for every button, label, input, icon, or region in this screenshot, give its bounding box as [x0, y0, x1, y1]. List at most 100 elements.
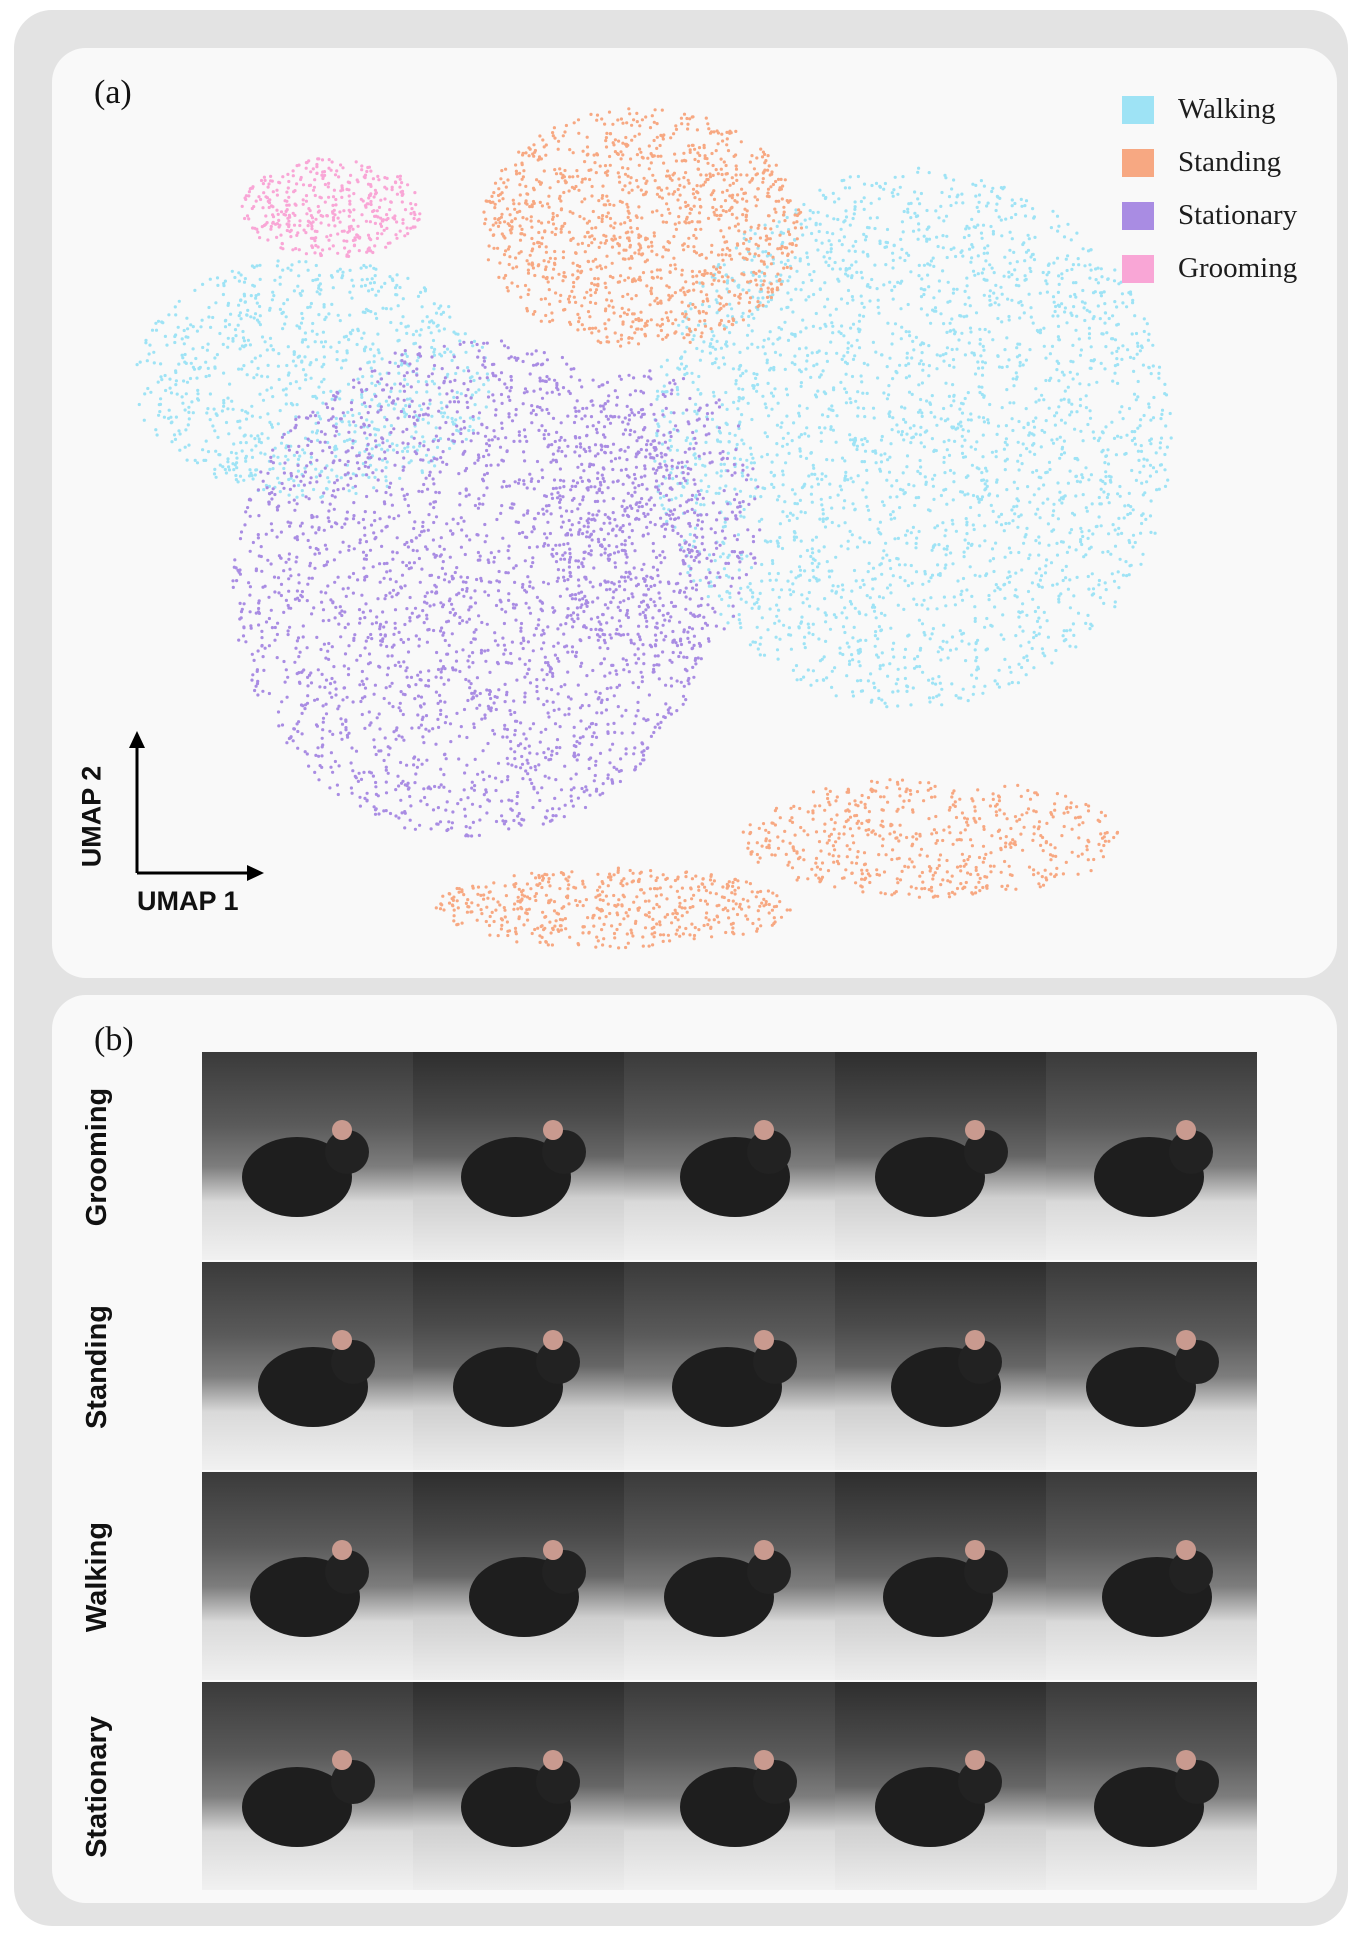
- scatter-point: [945, 255, 949, 260]
- scatter-point: [996, 354, 1000, 358]
- scatter-point: [917, 495, 921, 500]
- scatter-point: [873, 577, 877, 581]
- scatter-point: [555, 496, 560, 500]
- scatter-point: [1058, 456, 1062, 460]
- scatter-point: [693, 526, 698, 530]
- scatter-point: [942, 595, 947, 599]
- scatter-point: [238, 426, 242, 430]
- scatter-point: [292, 453, 296, 457]
- scatter-point: [883, 245, 887, 249]
- scatter-point: [919, 191, 924, 196]
- scatter-point: [325, 464, 329, 468]
- scatter-point: [759, 636, 763, 640]
- scatter-point: [320, 765, 324, 770]
- scatter-point: [750, 606, 754, 610]
- scatter-point: [223, 279, 227, 283]
- scatter-point: [834, 555, 838, 559]
- scatter-point: [1032, 425, 1037, 429]
- scatter-point: [1038, 625, 1042, 629]
- scatter-point: [772, 368, 776, 372]
- scatter-point: [534, 768, 538, 772]
- scatter-point: [1098, 596, 1102, 600]
- scatter-point: [642, 717, 646, 721]
- scatter-point: [713, 347, 718, 351]
- scatter-point: [777, 619, 781, 623]
- scatter-point: [489, 696, 493, 701]
- scatter-point: [486, 741, 490, 746]
- scatter-point: [779, 307, 784, 311]
- scatter-point: [939, 312, 943, 316]
- scatter-point: [1163, 382, 1167, 386]
- scatter-point: [227, 323, 232, 327]
- scatter-point: [388, 275, 392, 279]
- scatter-point: [245, 373, 249, 377]
- scatter-point: [462, 594, 466, 598]
- scatter-point: [277, 352, 281, 356]
- scatter-point: [343, 610, 347, 614]
- scatter-point: [873, 449, 877, 453]
- scatter-point: [1031, 321, 1035, 325]
- scatter-point: [702, 615, 706, 619]
- scatter-point: [1140, 513, 1144, 517]
- scatter-point: [701, 284, 705, 288]
- scatter-point: [893, 322, 898, 326]
- scatter-point: [414, 430, 418, 434]
- scatter-point: [582, 790, 586, 794]
- scatter-point: [973, 573, 977, 577]
- scatter-point: [373, 745, 377, 749]
- scatter-point: [948, 648, 953, 652]
- scatter-point: [909, 216, 913, 220]
- scatter-point: [1070, 410, 1074, 414]
- scatter-point: [662, 494, 666, 498]
- scatter-point: [1000, 292, 1004, 296]
- scatter-point: [926, 607, 930, 611]
- scatter-point: [405, 492, 409, 496]
- scatter-point: [325, 560, 330, 564]
- scatter-point: [931, 627, 936, 631]
- scatter-point: [360, 712, 364, 717]
- scatter-point: [1088, 263, 1092, 267]
- scatter-point: [715, 471, 719, 475]
- scatter-point: [297, 671, 301, 675]
- scatter-point: [885, 227, 890, 232]
- scatter-point: [249, 315, 253, 319]
- scatter-point: [266, 412, 270, 416]
- scatter-point: [772, 474, 776, 478]
- scatter-point: [321, 716, 326, 720]
- scatter-point: [893, 516, 897, 520]
- scatter-point: [739, 597, 743, 601]
- scatter-point: [301, 448, 305, 452]
- scatter-point: [942, 440, 946, 444]
- scatter-point: [683, 464, 688, 468]
- scatter-point: [395, 443, 399, 447]
- scatter-point: [187, 443, 191, 447]
- scatter-point: [492, 701, 496, 705]
- scatter-point: [982, 267, 986, 271]
- scatter-point: [1084, 553, 1088, 557]
- scatter-point: [727, 604, 731, 608]
- scatter-point: [855, 545, 860, 549]
- scatter-point: [995, 682, 1000, 686]
- scatter-point: [877, 197, 881, 201]
- scatter-point: [783, 367, 787, 371]
- scatter-point: [885, 586, 890, 590]
- scatter-point: [841, 625, 846, 629]
- scatter-point: [1116, 492, 1120, 496]
- scatter-point: [434, 515, 439, 519]
- scatter-point: [966, 546, 970, 550]
- scatter-point: [865, 391, 869, 395]
- scatter-point: [333, 481, 337, 485]
- scatter-point: [903, 676, 908, 681]
- scatter-point: [770, 460, 774, 464]
- scatter-point: [226, 457, 230, 461]
- scatter-point: [1149, 530, 1153, 534]
- scatter-point: [1016, 486, 1020, 491]
- scatter-point: [316, 668, 320, 672]
- scatter-point: [1137, 458, 1141, 462]
- scatter-point: [1121, 417, 1125, 421]
- scatter-point: [630, 506, 634, 510]
- scatter-point: [952, 287, 956, 291]
- scatter-point: [750, 329, 754, 333]
- scatter-point: [335, 390, 339, 394]
- scatter-point: [565, 362, 569, 366]
